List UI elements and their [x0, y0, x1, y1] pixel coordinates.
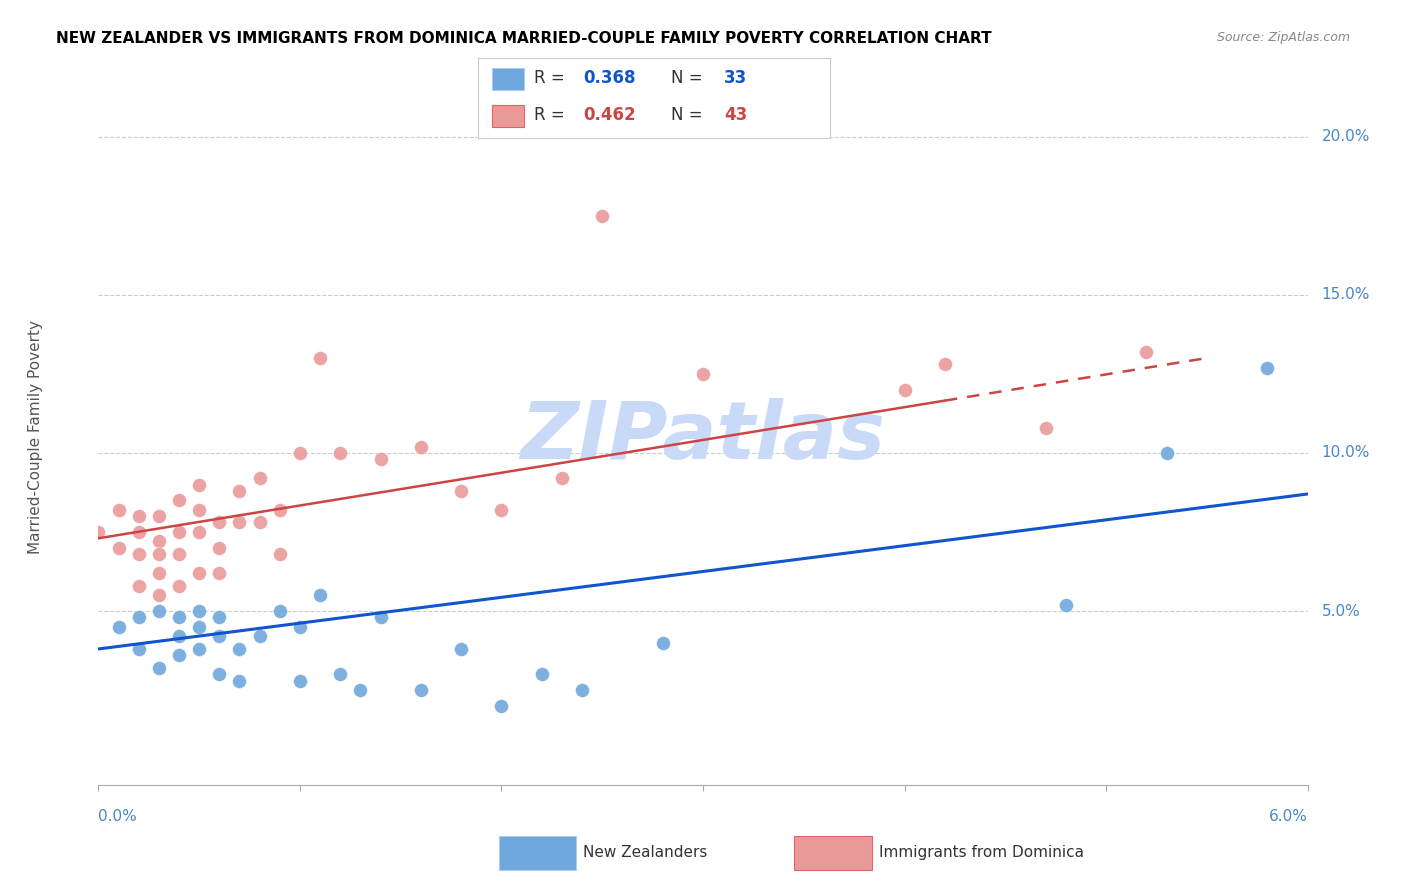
- Point: [167, 629, 190, 643]
- Point: [1135, 344, 1157, 359]
- Text: ZIPatlas: ZIPatlas: [520, 398, 886, 476]
- Text: R =: R =: [534, 106, 571, 124]
- Point: [329, 667, 352, 681]
- Point: [208, 667, 231, 681]
- FancyBboxPatch shape: [492, 104, 524, 127]
- Point: [167, 524, 190, 539]
- Point: [1054, 598, 1077, 612]
- Point: [530, 667, 553, 681]
- Text: Immigrants from Dominica: Immigrants from Dominica: [879, 846, 1084, 860]
- Point: [1156, 446, 1178, 460]
- Point: [228, 516, 250, 530]
- Text: 33: 33: [724, 70, 748, 87]
- Point: [269, 547, 291, 561]
- Text: N =: N =: [672, 70, 709, 87]
- FancyBboxPatch shape: [492, 68, 524, 90]
- Text: Married-Couple Family Poverty: Married-Couple Family Poverty: [28, 320, 42, 554]
- Text: 43: 43: [724, 106, 748, 124]
- Point: [309, 588, 332, 602]
- Point: [148, 588, 170, 602]
- Point: [409, 440, 432, 454]
- Point: [167, 610, 190, 624]
- Point: [288, 446, 311, 460]
- Text: R =: R =: [534, 70, 571, 87]
- Point: [208, 610, 231, 624]
- Point: [269, 503, 291, 517]
- Point: [1256, 360, 1278, 375]
- Point: [148, 661, 170, 675]
- Point: [128, 610, 150, 624]
- Point: [148, 566, 170, 580]
- Point: [370, 452, 392, 467]
- Point: [148, 509, 170, 524]
- Point: [893, 383, 915, 397]
- Text: N =: N =: [672, 106, 709, 124]
- Text: 0.462: 0.462: [583, 106, 636, 124]
- Point: [188, 566, 211, 580]
- Point: [934, 357, 956, 371]
- Point: [370, 610, 392, 624]
- Text: New Zealanders: New Zealanders: [583, 846, 707, 860]
- Point: [450, 642, 472, 657]
- Point: [329, 446, 352, 460]
- Point: [491, 503, 513, 517]
- Text: 0.368: 0.368: [583, 70, 636, 87]
- Point: [349, 683, 371, 698]
- Point: [692, 367, 714, 381]
- Point: [188, 477, 211, 491]
- Point: [148, 534, 170, 549]
- Text: NEW ZEALANDER VS IMMIGRANTS FROM DOMINICA MARRIED-COUPLE FAMILY POVERTY CORRELAT: NEW ZEALANDER VS IMMIGRANTS FROM DOMINIC…: [56, 31, 991, 46]
- Point: [228, 642, 250, 657]
- Point: [188, 620, 211, 634]
- Point: [128, 547, 150, 561]
- Point: [491, 698, 513, 713]
- Text: 10.0%: 10.0%: [1322, 445, 1369, 460]
- Point: [228, 483, 250, 498]
- Point: [188, 642, 211, 657]
- Point: [188, 503, 211, 517]
- Point: [148, 604, 170, 618]
- Point: [128, 642, 150, 657]
- Point: [188, 524, 211, 539]
- Point: [87, 524, 110, 539]
- Point: [450, 483, 472, 498]
- Point: [167, 547, 190, 561]
- Point: [167, 493, 190, 508]
- Point: [107, 503, 129, 517]
- Point: [571, 683, 593, 698]
- Point: [591, 209, 613, 223]
- Point: [208, 516, 231, 530]
- Point: [551, 471, 574, 485]
- Point: [167, 579, 190, 593]
- Point: [288, 620, 311, 634]
- Point: [208, 629, 231, 643]
- Point: [249, 629, 271, 643]
- Point: [107, 541, 129, 555]
- Text: 15.0%: 15.0%: [1322, 287, 1369, 302]
- Point: [651, 635, 673, 649]
- Point: [409, 683, 432, 698]
- Point: [128, 524, 150, 539]
- Point: [208, 566, 231, 580]
- Text: 0.0%: 0.0%: [98, 809, 138, 823]
- Point: [288, 673, 311, 688]
- Text: 6.0%: 6.0%: [1268, 809, 1308, 823]
- Point: [1035, 420, 1057, 434]
- Point: [167, 648, 190, 663]
- Point: [249, 516, 271, 530]
- Point: [269, 604, 291, 618]
- Point: [128, 509, 150, 524]
- Point: [228, 673, 250, 688]
- Text: 5.0%: 5.0%: [1322, 604, 1361, 618]
- Point: [128, 579, 150, 593]
- Text: 20.0%: 20.0%: [1322, 129, 1369, 145]
- Point: [148, 547, 170, 561]
- Point: [107, 620, 129, 634]
- Point: [309, 351, 332, 365]
- Point: [208, 541, 231, 555]
- Point: [188, 604, 211, 618]
- Point: [249, 471, 271, 485]
- Text: Source: ZipAtlas.com: Source: ZipAtlas.com: [1216, 31, 1350, 45]
